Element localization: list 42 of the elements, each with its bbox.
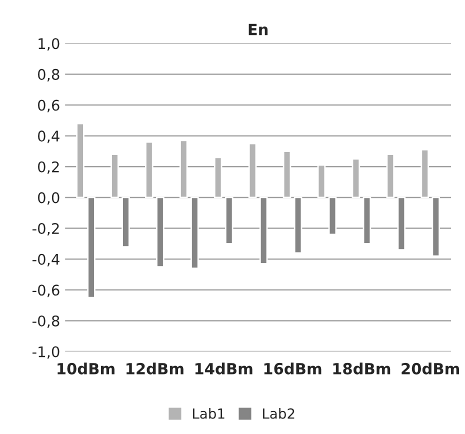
y-tick-label: 1,0: [38, 38, 60, 51]
bar: [122, 196, 130, 248]
y-tick-label: 0,0: [38, 192, 60, 205]
bar: [362, 196, 372, 244]
bar: [328, 196, 337, 236]
x-tick-label: 18dBm: [333, 362, 390, 374]
y-tick-label: -1,0: [32, 346, 60, 359]
bar: [259, 196, 268, 264]
y-tick-label: 0,4: [38, 130, 60, 144]
bar: [352, 158, 360, 198]
bar: [248, 142, 257, 198]
bar: [190, 196, 199, 270]
bar: [432, 196, 440, 257]
bar: [386, 154, 395, 198]
bar: [110, 154, 119, 198]
y-tick-label: 0,8: [38, 68, 60, 82]
x-tick-label: 10dBm: [58, 362, 114, 374]
bar: [214, 156, 222, 198]
legend-label: Lab2: [263, 408, 294, 419]
bar: [294, 196, 302, 254]
y-tick-label: -0,4: [32, 254, 60, 266]
y-tick-label: 0,2: [38, 161, 59, 174]
x-tick-label: 12dBm: [126, 362, 184, 374]
bar: [282, 150, 292, 198]
chart-title: En: [248, 24, 268, 36]
bar: [420, 149, 429, 198]
x-tick-label: 20dBm: [402, 362, 460, 374]
bar: [180, 140, 188, 198]
y-tick-label: 0,6: [38, 100, 60, 112]
bar: [87, 196, 96, 298]
legend-label: Lab1: [193, 408, 224, 419]
bar: [397, 196, 406, 251]
bar: [224, 196, 234, 244]
bar: [156, 196, 164, 268]
y-tick-label: -0,6: [32, 284, 60, 298]
x-tick-label: 16dBm: [264, 362, 322, 374]
bar: [145, 141, 154, 198]
bar: [317, 164, 326, 198]
x-tick-label: 14dBm: [195, 362, 252, 374]
y-tick-label: -0,8: [32, 315, 60, 328]
y-tick-label: -0,2: [32, 223, 59, 236]
bar: [76, 122, 84, 198]
